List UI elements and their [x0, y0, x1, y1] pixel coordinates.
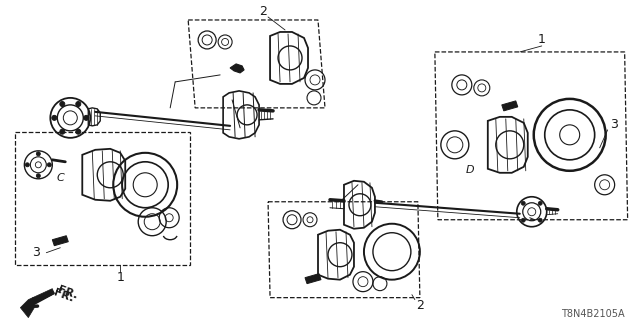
Polygon shape	[20, 289, 54, 318]
Polygon shape	[305, 274, 321, 284]
Circle shape	[76, 129, 81, 134]
Circle shape	[36, 174, 40, 178]
Circle shape	[538, 218, 542, 222]
Text: FR.: FR.	[52, 287, 75, 304]
Text: 1: 1	[538, 34, 546, 46]
Polygon shape	[52, 236, 68, 246]
Text: 1: 1	[116, 271, 124, 284]
Text: 2: 2	[416, 299, 424, 312]
Circle shape	[521, 201, 525, 205]
Polygon shape	[230, 64, 244, 73]
Text: 3: 3	[610, 118, 618, 131]
Circle shape	[36, 152, 40, 156]
Polygon shape	[502, 101, 518, 111]
Text: 3: 3	[33, 246, 40, 259]
Text: T8N4B2105A: T8N4B2105A	[561, 308, 625, 319]
Circle shape	[47, 163, 51, 167]
Text: D: D	[465, 165, 474, 175]
Text: 2: 2	[259, 5, 267, 19]
Text: C: C	[56, 173, 64, 183]
Circle shape	[84, 116, 89, 120]
Circle shape	[52, 116, 57, 120]
Circle shape	[60, 101, 65, 107]
Circle shape	[60, 129, 65, 134]
Circle shape	[521, 218, 525, 222]
Circle shape	[26, 163, 29, 167]
Circle shape	[538, 201, 542, 205]
Text: FR.: FR.	[56, 284, 79, 301]
Circle shape	[76, 101, 81, 107]
